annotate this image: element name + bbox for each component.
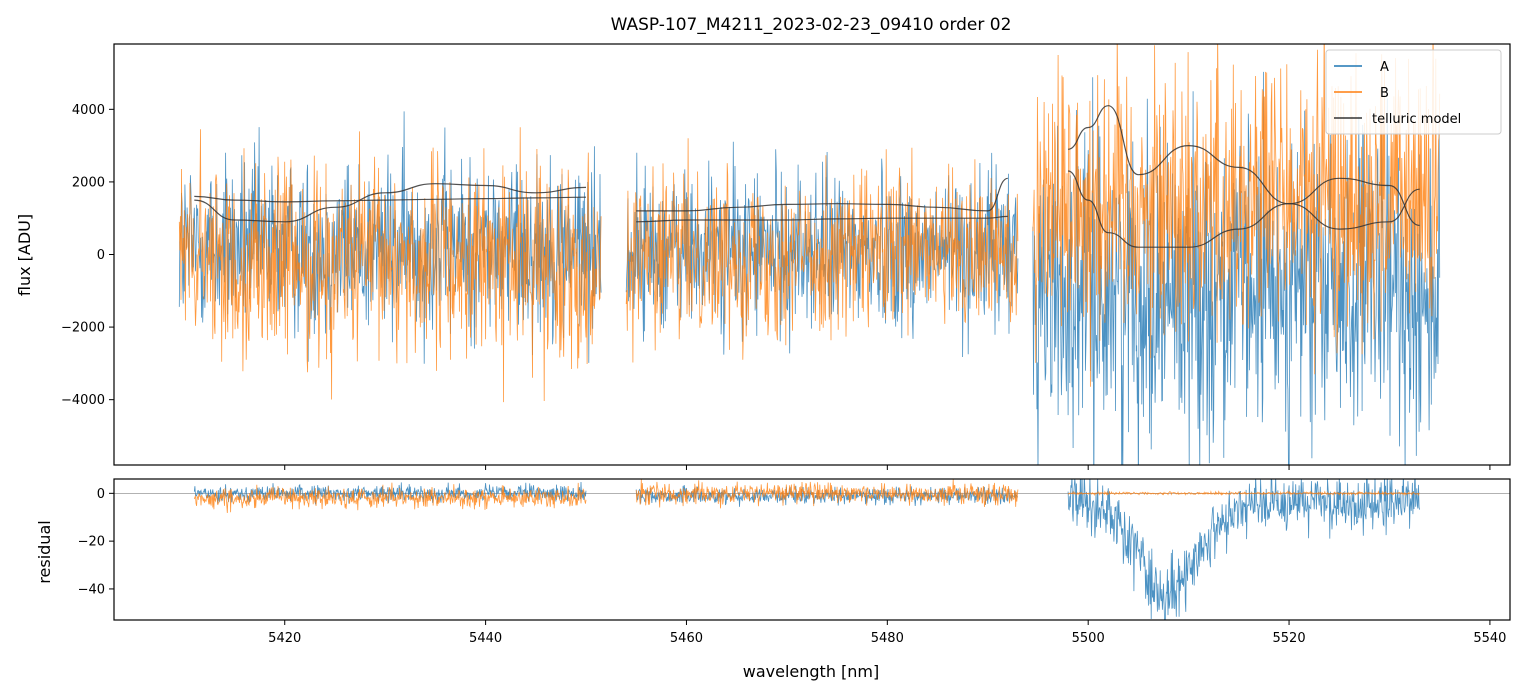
residual-y-label: residual <box>35 520 54 583</box>
x-tick-label: 5500 <box>1072 631 1105 646</box>
telluric-model-b-segment-3 <box>1067 170 1420 248</box>
x-tick-label: 5460 <box>670 631 703 646</box>
x-tick-label: 5520 <box>1273 631 1306 646</box>
flux-y-label: flux [ADU] <box>15 214 34 296</box>
telluric-model-b-segment-1 <box>194 183 587 223</box>
y-tick-label: −4000 <box>61 393 105 408</box>
x-tick-label: 5540 <box>1473 631 1506 646</box>
flux-series-b-segment-3 <box>1032 44 1441 387</box>
x-axis-label: wavelength [nm] <box>743 662 880 681</box>
legend: A B telluric model <box>1325 49 1502 135</box>
y-tick-label: 4000 <box>72 103 105 118</box>
legend-model-label: telluric model <box>1372 112 1461 127</box>
telluric-model-a-segment-1 <box>194 195 587 203</box>
flux-plot-area <box>178 44 1441 465</box>
x-tick-label: 5480 <box>871 631 904 646</box>
telluric-model-a-segment-2 <box>636 215 1008 223</box>
flux-panel: 4000 2000 0 −2000 −4000 flux [ADU] A B tellu… <box>15 43 1511 470</box>
flux-x-ticks <box>284 465 1491 470</box>
chart-title: WASP-107_M4211_2023-02-23_09410 order 02 <box>611 15 1012 35</box>
flux-series-b-segment-2 <box>625 138 1019 363</box>
telluric-model-b-segment-2 <box>636 177 1009 212</box>
y-tick-label: 2000 <box>72 175 105 190</box>
x-tick-label: 5440 <box>469 631 502 646</box>
y-tick-label: −40 <box>78 582 105 597</box>
residual-panel: 0 −20 −40 5420 5440 5460 5480 5500 5520 5540 res… <box>35 478 1511 646</box>
flux-y-ticks: 4000 2000 0 −2000 −4000 <box>61 103 114 408</box>
legend-b-label: B <box>1380 86 1389 101</box>
y-tick-label: 0 <box>97 487 105 502</box>
legend-box <box>1325 49 1502 135</box>
legend-a-label: A <box>1380 60 1389 75</box>
y-tick-label: 0 <box>97 248 105 263</box>
y-tick-label: −2000 <box>61 321 105 336</box>
y-tick-label: −20 <box>78 535 105 550</box>
residual-axes-frame <box>113 478 1511 621</box>
residual-series-a-segment-3 <box>1067 479 1420 620</box>
residual-series-b-segment-1 <box>193 482 587 514</box>
flux-series-b-segment-1 <box>178 127 602 403</box>
residual-x-ticks: 5420 5440 5460 5480 5500 5520 5540 <box>268 620 1506 646</box>
residual-plot-area <box>114 479 1510 620</box>
telluric-model-a-segment-3 <box>1067 105 1420 230</box>
residual-y-ticks: 0 −20 −40 <box>78 487 114 597</box>
residual-series-b-segment-3 <box>1067 490 1420 497</box>
x-tick-label: 5420 <box>268 631 301 646</box>
residual-series-b-segment-2 <box>635 479 1019 509</box>
